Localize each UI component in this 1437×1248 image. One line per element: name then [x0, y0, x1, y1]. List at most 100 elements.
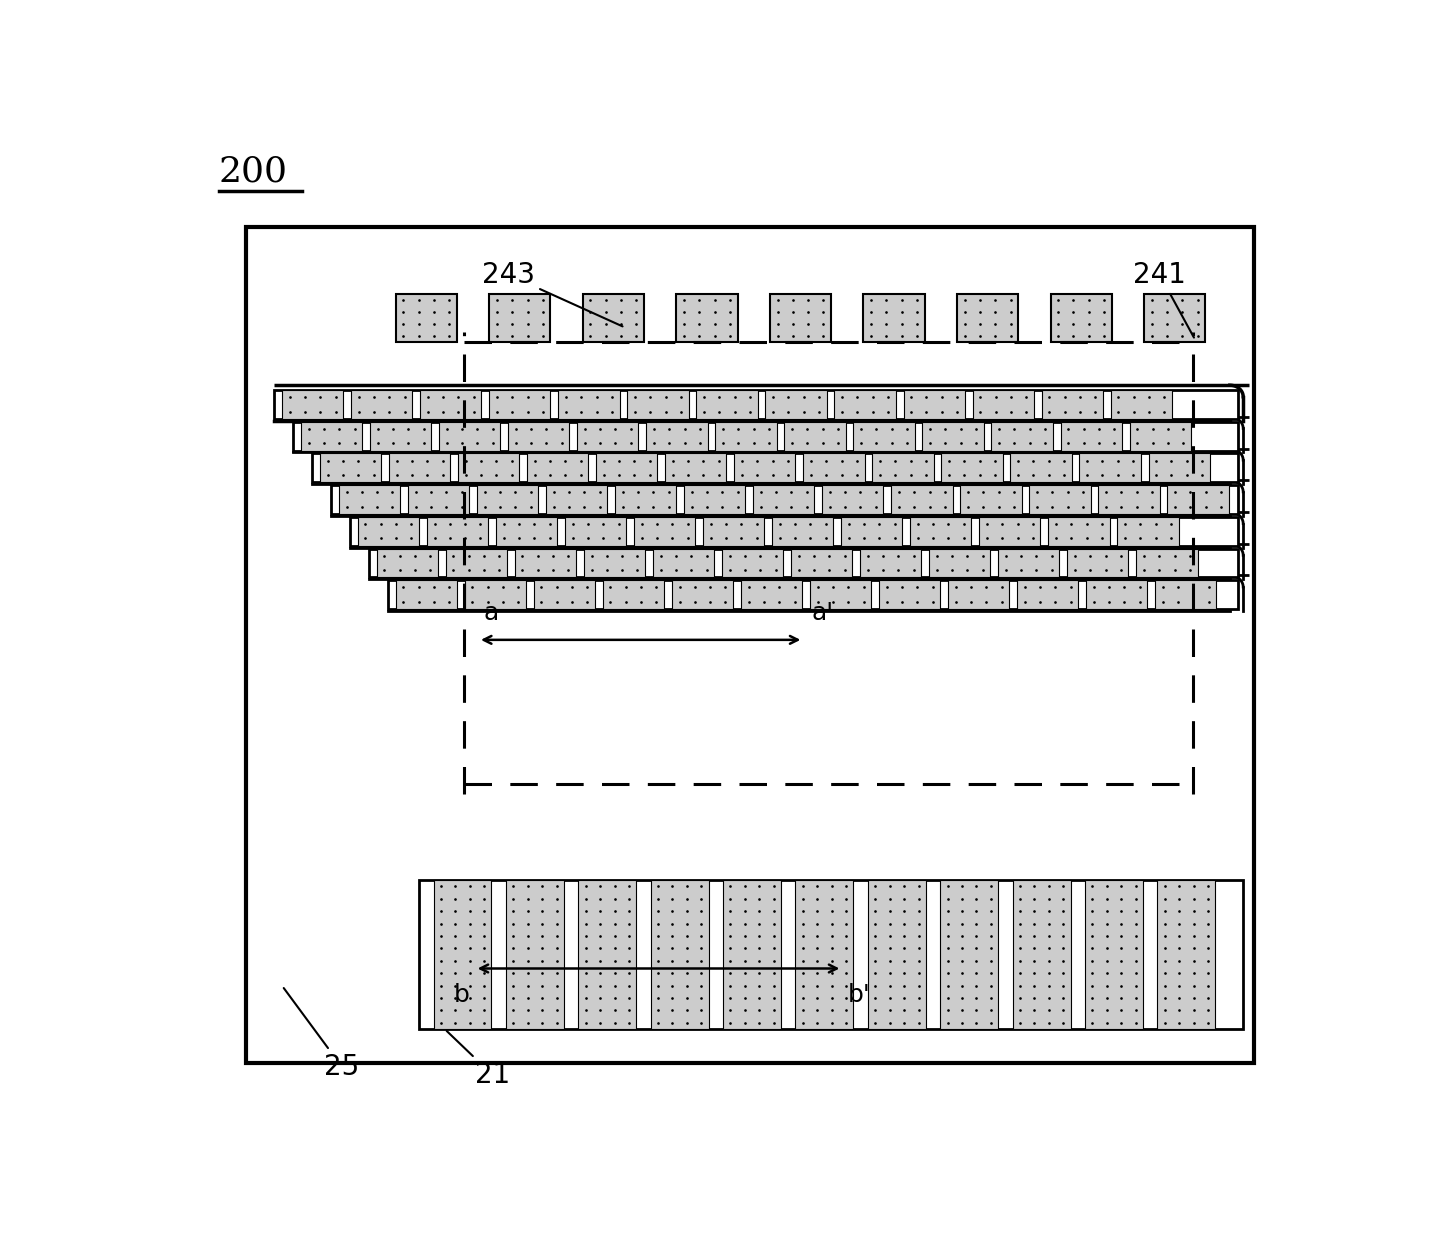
Bar — [904, 389, 964, 419]
Bar — [1157, 880, 1216, 1030]
Bar — [331, 485, 1237, 514]
Bar — [514, 549, 576, 578]
Bar — [506, 880, 563, 1030]
Bar — [1079, 453, 1141, 482]
Text: 200: 200 — [218, 155, 287, 188]
Bar — [282, 389, 343, 419]
Bar — [395, 295, 457, 342]
Bar — [1061, 422, 1122, 451]
Bar — [665, 453, 727, 482]
Bar — [369, 549, 1237, 578]
Bar — [358, 517, 420, 545]
Bar — [647, 422, 707, 451]
Bar — [1129, 422, 1191, 451]
Bar — [923, 422, 984, 451]
Bar — [1010, 453, 1072, 482]
Bar — [723, 880, 782, 1030]
Bar — [351, 517, 1237, 545]
Text: b: b — [453, 983, 468, 1007]
Bar — [371, 422, 431, 451]
Bar — [1118, 517, 1178, 545]
Bar — [960, 485, 1022, 514]
Bar — [389, 453, 450, 482]
Bar — [458, 453, 519, 482]
Bar — [565, 517, 627, 545]
Bar — [440, 422, 500, 451]
Bar — [772, 517, 833, 545]
Bar — [489, 389, 550, 419]
Bar — [376, 549, 438, 578]
Bar — [312, 453, 1237, 482]
Bar — [1155, 580, 1217, 609]
Bar — [841, 517, 902, 545]
Bar — [527, 453, 588, 482]
Bar — [464, 580, 526, 609]
Bar — [948, 580, 1009, 609]
Bar — [339, 485, 399, 514]
Bar — [999, 549, 1059, 578]
Bar — [1098, 485, 1160, 514]
Bar — [979, 517, 1040, 545]
Bar — [910, 517, 971, 545]
Bar — [427, 517, 489, 545]
Bar — [489, 295, 550, 342]
Bar — [684, 485, 746, 514]
Bar — [445, 549, 507, 578]
Bar — [1085, 880, 1142, 1030]
Bar — [634, 517, 696, 545]
Bar — [703, 517, 764, 545]
Bar — [796, 880, 854, 1030]
Text: a: a — [484, 602, 499, 625]
Bar — [1144, 295, 1206, 342]
Bar — [891, 485, 953, 514]
Bar — [388, 580, 1237, 609]
Bar — [651, 880, 708, 1030]
Bar — [351, 389, 412, 419]
Bar — [872, 453, 934, 482]
Bar — [973, 389, 1033, 419]
Bar — [1013, 880, 1071, 1030]
Bar — [868, 880, 925, 1030]
Bar — [420, 880, 1243, 1030]
Bar — [247, 227, 1255, 1063]
Bar — [957, 295, 1019, 342]
Bar — [395, 580, 457, 609]
Bar — [1049, 517, 1109, 545]
Bar — [320, 453, 381, 482]
Text: 243: 243 — [481, 261, 622, 327]
Bar — [578, 880, 637, 1030]
Bar — [293, 422, 1237, 451]
Bar — [697, 389, 757, 419]
Bar — [578, 422, 638, 451]
Bar — [408, 485, 468, 514]
Bar — [434, 880, 491, 1030]
Bar — [546, 485, 608, 514]
Bar — [628, 389, 688, 419]
Text: b': b' — [848, 983, 871, 1007]
Bar — [941, 453, 1003, 482]
Text: 21: 21 — [447, 1031, 510, 1088]
Bar — [1137, 549, 1197, 578]
Bar — [1042, 389, 1102, 419]
Bar — [604, 580, 664, 609]
Bar — [533, 580, 595, 609]
Bar — [810, 580, 871, 609]
Bar — [596, 453, 657, 482]
Bar — [1068, 549, 1128, 578]
Bar — [477, 485, 539, 514]
Bar — [1017, 580, 1078, 609]
Bar — [879, 580, 940, 609]
Bar — [864, 295, 924, 342]
Bar — [677, 295, 737, 342]
Bar — [673, 580, 733, 609]
Bar — [300, 422, 362, 451]
Text: 241: 241 — [1134, 261, 1194, 338]
Bar — [716, 422, 776, 451]
Bar — [1029, 485, 1091, 514]
Bar — [1050, 295, 1112, 342]
Bar — [496, 517, 558, 545]
Bar — [1086, 580, 1147, 609]
Bar — [992, 422, 1053, 451]
Bar — [509, 422, 569, 451]
Text: 25: 25 — [283, 988, 359, 1081]
